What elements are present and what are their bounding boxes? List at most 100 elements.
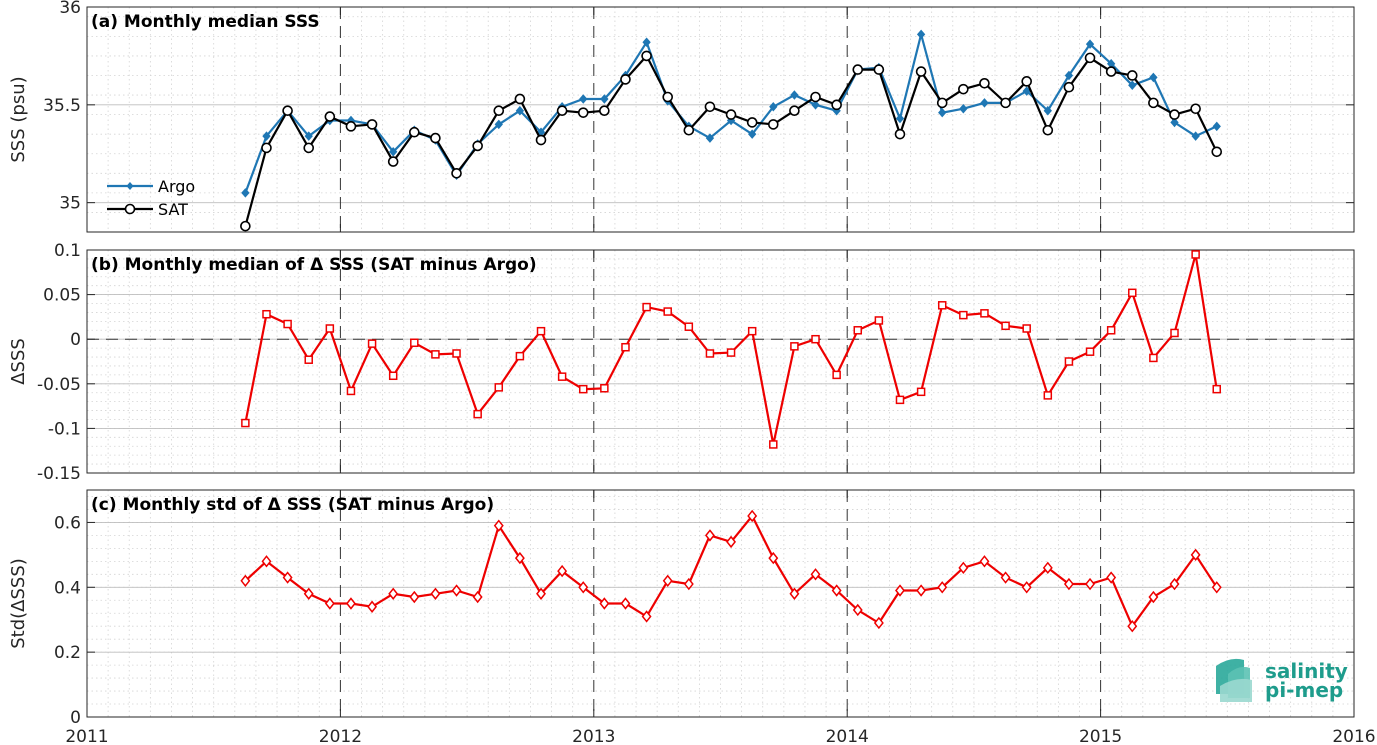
- data-point: [494, 119, 503, 130]
- data-point: [240, 574, 251, 588]
- data-point: [579, 94, 588, 104]
- data-point: [916, 387, 926, 397]
- data-point: [811, 100, 820, 110]
- y-tick-label: 0: [70, 708, 81, 728]
- y-tick-label: 0: [70, 330, 81, 350]
- x-tick-label: 2016: [1332, 727, 1375, 745]
- data-point: [1191, 131, 1200, 141]
- data-point: [493, 519, 504, 532]
- data-point: [1212, 384, 1221, 394]
- data-point: [1127, 619, 1138, 633]
- data-point: [367, 339, 377, 348]
- panel-monthly-std-delta-sss: 0 0.2 0.4 0.6 2011 2012 2013 2014 2015 2016 Std(ΔS…: [8, 489, 1376, 745]
- data-point: [1106, 326, 1116, 335]
- data-point: [705, 133, 715, 143]
- data-point: [387, 156, 399, 167]
- data-point: [980, 98, 989, 108]
- data-point: [789, 105, 800, 116]
- data-point: [1000, 571, 1011, 584]
- data-point: [324, 111, 336, 122]
- data-point: [748, 129, 757, 139]
- data-point: [1126, 70, 1138, 81]
- data-point: [874, 316, 884, 325]
- data-point: [621, 342, 630, 352]
- data-point: [557, 564, 568, 578]
- data-point: [663, 307, 672, 316]
- data-point: [472, 590, 483, 604]
- data-point: [725, 109, 737, 120]
- data-point: [303, 142, 315, 154]
- logo-text-line1: salinity: [1265, 659, 1348, 683]
- data-point: [958, 83, 969, 95]
- data-point: [1042, 561, 1053, 575]
- data-point: [769, 102, 778, 112]
- data-point: [600, 384, 609, 393]
- data-point: [578, 384, 588, 394]
- data-point: [578, 581, 589, 594]
- data-point: [388, 587, 399, 600]
- legend-label: SAT: [158, 200, 188, 219]
- data-point: [1001, 321, 1010, 331]
- data-point: [726, 348, 736, 357]
- data-point: [1085, 39, 1095, 49]
- data-point: [832, 370, 841, 380]
- data-point: [790, 342, 799, 351]
- data-point: [768, 551, 779, 565]
- panel-monthly-median-sss: 35 35.5 36 SSS (psu) (a) Monthly median SSS: [8, 0, 1355, 233]
- data-point: [536, 587, 546, 600]
- data-point: [1105, 66, 1117, 77]
- data-point: [831, 99, 842, 111]
- data-point: [431, 350, 440, 359]
- y-tick-label: -0.15: [37, 464, 81, 484]
- data-point: [304, 355, 313, 364]
- x-tick-label: 2013: [572, 727, 615, 745]
- data-point: [979, 78, 990, 89]
- data-point: [1084, 52, 1096, 64]
- data-point: [452, 349, 461, 358]
- data-point: [958, 561, 969, 575]
- y-axis-label: Std(ΔSSS): [8, 558, 29, 649]
- data-point: [1170, 117, 1179, 128]
- data-point: [662, 91, 674, 103]
- data-point: [620, 74, 631, 85]
- data-point: [1190, 103, 1201, 115]
- data-point: [282, 105, 293, 116]
- data-point: [472, 140, 483, 152]
- data-point: [873, 616, 884, 630]
- data-point: [262, 309, 271, 319]
- y-tick-label: -0.05: [37, 375, 81, 395]
- legend-marker: [126, 182, 134, 190]
- data-point: [599, 597, 610, 610]
- data-point: [514, 551, 525, 565]
- data-point: [261, 142, 272, 154]
- logo-text-line2: pi-mep: [1265, 678, 1343, 702]
- data-point: [262, 131, 271, 141]
- data-point: [1064, 357, 1074, 366]
- data-point: [515, 351, 525, 361]
- data-point: [241, 188, 250, 198]
- x-tick-label: 2014: [826, 727, 869, 745]
- data-point: [1022, 324, 1031, 333]
- data-point: [642, 37, 651, 47]
- logo-wave-shape: [1220, 678, 1252, 702]
- data-point: [1106, 571, 1117, 584]
- data-point: [684, 322, 694, 331]
- data-point: [853, 326, 863, 335]
- data-point: [451, 168, 462, 179]
- data-point: [811, 334, 820, 344]
- data-point: [493, 105, 505, 116]
- data-point: [240, 220, 251, 232]
- data-point: [557, 372, 567, 381]
- data-point: [1149, 353, 1158, 363]
- y-tick-label: 0.05: [43, 286, 81, 306]
- data-point: [1022, 86, 1031, 96]
- data-point: [430, 587, 441, 600]
- data-point: [324, 597, 335, 610]
- panel-title: (b) Monthly median of Δ SSS (SAT minus A…: [91, 255, 537, 275]
- data-point: [1148, 590, 1159, 604]
- data-point: [1021, 76, 1032, 87]
- data-point: [726, 535, 737, 549]
- data-point: [747, 509, 758, 523]
- data-point: [1085, 347, 1095, 356]
- data-point: [894, 128, 906, 140]
